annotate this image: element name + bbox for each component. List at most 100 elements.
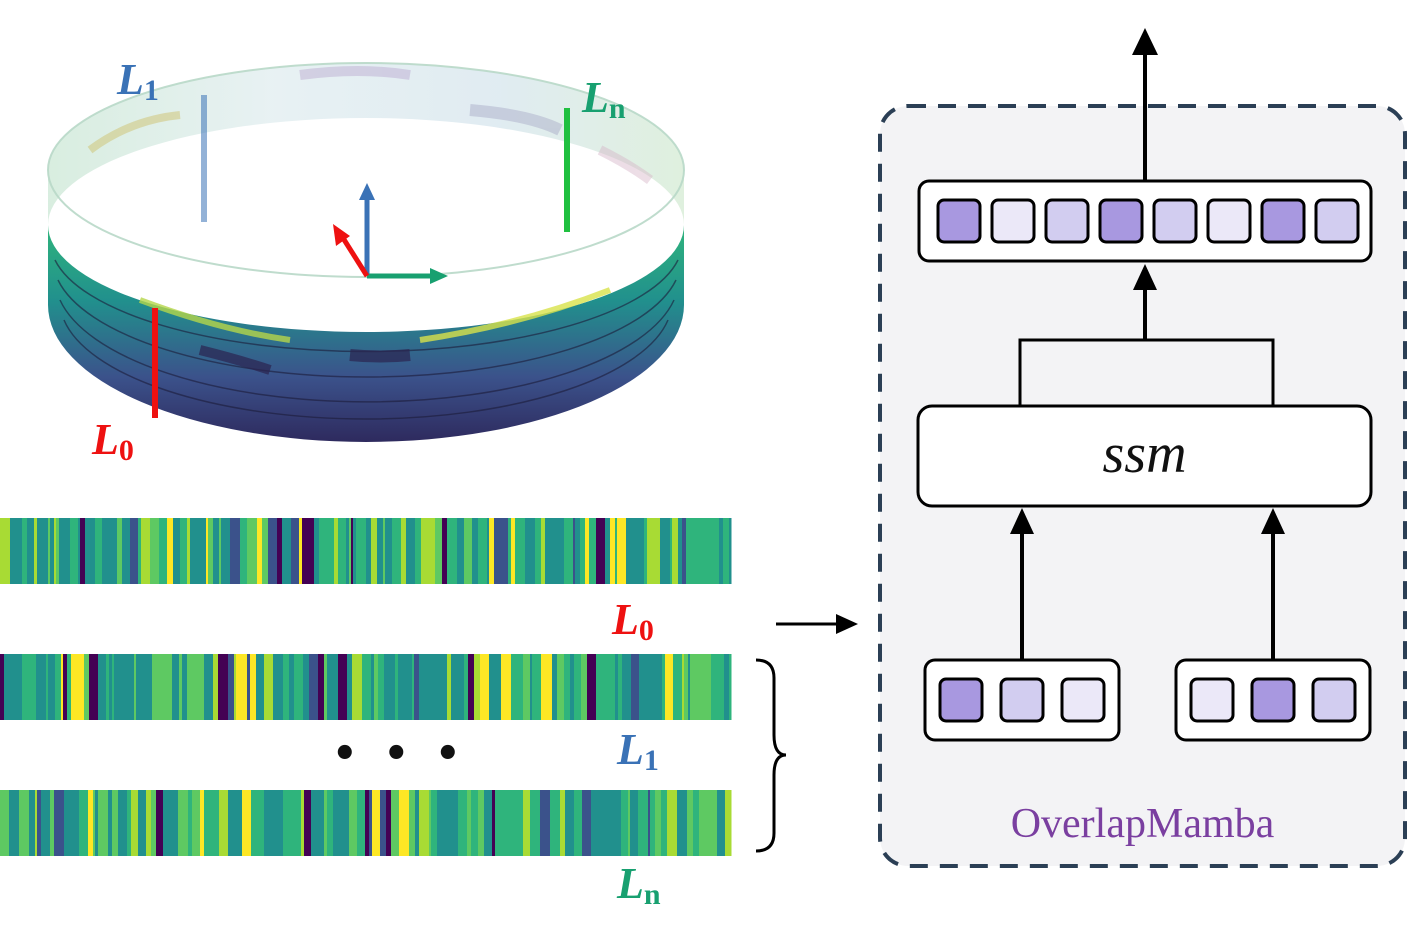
strip-band bbox=[725, 790, 732, 856]
strip-band bbox=[283, 654, 290, 720]
strip-band bbox=[580, 518, 586, 584]
strip-band bbox=[468, 654, 475, 720]
strip-band bbox=[591, 518, 597, 584]
strip-band bbox=[384, 654, 387, 720]
strip-band bbox=[309, 654, 319, 720]
strip-band bbox=[495, 790, 506, 856]
strip-band bbox=[538, 518, 542, 584]
strip-band bbox=[37, 790, 42, 856]
strip-band bbox=[458, 790, 468, 856]
strip-band bbox=[626, 790, 629, 856]
strip-band bbox=[41, 790, 51, 856]
strip-band bbox=[151, 790, 157, 856]
strip-band bbox=[369, 790, 373, 856]
strip-band bbox=[628, 790, 631, 856]
strip-band bbox=[324, 654, 328, 720]
strip-band bbox=[661, 790, 668, 856]
strip-band bbox=[546, 654, 553, 720]
strip-band bbox=[213, 654, 219, 720]
strip-band bbox=[391, 790, 400, 856]
strip-band bbox=[398, 654, 403, 720]
strip-band bbox=[319, 518, 330, 584]
strip-band bbox=[353, 518, 357, 584]
strip-band bbox=[56, 518, 60, 584]
strip-band bbox=[419, 790, 430, 856]
strip-band bbox=[9, 790, 20, 856]
strip-band bbox=[250, 654, 257, 720]
strip-band bbox=[190, 518, 201, 584]
strip-band bbox=[419, 654, 430, 720]
strip-band bbox=[638, 790, 649, 856]
strip-band bbox=[255, 790, 265, 856]
strip-band bbox=[102, 518, 113, 584]
strip-band bbox=[570, 654, 575, 720]
strip-band bbox=[532, 654, 542, 720]
strip-band bbox=[136, 654, 139, 720]
strip-band bbox=[399, 790, 410, 856]
strip-band bbox=[152, 654, 162, 720]
strip-band bbox=[257, 518, 261, 584]
strip-band bbox=[77, 790, 80, 856]
strip-band bbox=[64, 518, 71, 584]
strip-band bbox=[352, 654, 363, 720]
strip-band bbox=[383, 518, 386, 584]
strip-band bbox=[34, 518, 38, 584]
strip-band bbox=[95, 518, 103, 584]
strip-band bbox=[179, 654, 183, 720]
strip-band bbox=[4, 654, 13, 720]
strip-band bbox=[723, 518, 730, 584]
strip-band bbox=[729, 518, 732, 584]
curly-brace bbox=[755, 658, 787, 853]
strip-band bbox=[386, 790, 392, 856]
token-dark bbox=[1250, 677, 1296, 723]
strip-band bbox=[262, 518, 269, 584]
strip-band bbox=[386, 654, 396, 720]
strip-band bbox=[188, 790, 193, 856]
strip-band bbox=[444, 654, 448, 720]
strip-band bbox=[719, 518, 724, 584]
strip-band bbox=[80, 518, 86, 584]
strip-band bbox=[429, 790, 432, 856]
strip-band bbox=[446, 790, 450, 856]
strip-band bbox=[557, 654, 565, 720]
strip-band bbox=[442, 518, 448, 584]
strip-band bbox=[134, 654, 137, 720]
strip-band bbox=[138, 790, 147, 856]
strip-band bbox=[178, 790, 189, 856]
ring-back-texture bbox=[87, 66, 653, 185]
strip-band bbox=[10, 518, 13, 584]
strip-band bbox=[421, 518, 430, 584]
strip-band bbox=[607, 790, 612, 856]
strip-band bbox=[281, 654, 284, 720]
strip-band bbox=[491, 654, 497, 720]
strip-band bbox=[650, 790, 656, 856]
strip-band bbox=[170, 790, 179, 856]
strip-band bbox=[471, 790, 479, 856]
strip-band bbox=[437, 790, 447, 856]
strip-band bbox=[519, 654, 524, 720]
strip-band bbox=[161, 654, 164, 720]
strip-band bbox=[540, 790, 551, 856]
strip-band bbox=[332, 654, 339, 720]
strip-band bbox=[478, 518, 488, 584]
strip-band bbox=[200, 790, 205, 856]
strip-band bbox=[690, 654, 697, 720]
strip-band bbox=[288, 518, 292, 584]
strip-band bbox=[33, 654, 37, 720]
strip-band bbox=[260, 518, 263, 584]
strip-band bbox=[213, 518, 220, 584]
strip-band bbox=[711, 790, 718, 856]
strip-band bbox=[626, 518, 633, 584]
strip-band bbox=[464, 518, 473, 584]
strip-band bbox=[395, 654, 399, 720]
strip-band bbox=[480, 654, 490, 720]
token-light bbox=[1206, 198, 1252, 244]
strip-band bbox=[474, 654, 481, 720]
strip-band bbox=[55, 654, 62, 720]
strip-band bbox=[724, 654, 730, 720]
strip-band bbox=[589, 518, 592, 584]
strip-band bbox=[678, 518, 683, 584]
strip-band bbox=[565, 790, 575, 856]
strip-band bbox=[552, 654, 558, 720]
strip-band bbox=[587, 654, 597, 720]
